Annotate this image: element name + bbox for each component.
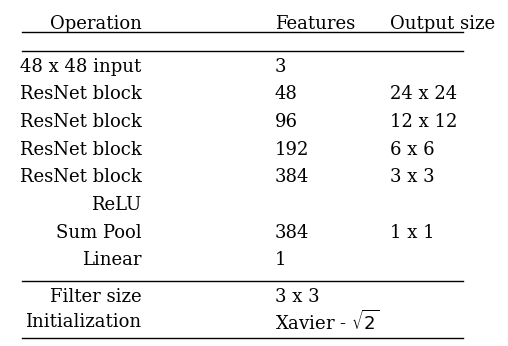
Text: 3 x 3: 3 x 3 [390,169,434,186]
Text: 1 x 1: 1 x 1 [390,224,434,242]
Text: 384: 384 [275,169,309,186]
Text: 48 x 48 input: 48 x 48 input [20,58,142,76]
Text: Xavier - $\sqrt{2}$: Xavier - $\sqrt{2}$ [275,310,379,334]
Text: Initialization: Initialization [25,313,142,331]
Text: Sum Pool: Sum Pool [56,224,142,242]
Text: ResNet block: ResNet block [20,141,142,159]
Text: ResNet block: ResNet block [20,85,142,103]
Text: 192: 192 [275,141,309,159]
Text: Linear: Linear [82,252,142,270]
Text: Filter size: Filter size [50,288,142,306]
Text: Features: Features [275,15,355,33]
Text: 3 x 3: 3 x 3 [275,288,320,306]
Text: 1: 1 [275,252,287,270]
Text: Output size: Output size [390,15,495,33]
Text: 48: 48 [275,85,298,103]
Text: Operation: Operation [50,15,142,33]
Text: 3: 3 [275,58,287,76]
Text: ResNet block: ResNet block [20,113,142,131]
Text: 6 x 6: 6 x 6 [390,141,434,159]
Text: 24 x 24: 24 x 24 [390,85,457,103]
Text: ReLU: ReLU [91,196,142,214]
Text: ResNet block: ResNet block [20,169,142,186]
Text: 384: 384 [275,224,309,242]
Text: 96: 96 [275,113,298,131]
Text: 12 x 12: 12 x 12 [390,113,457,131]
